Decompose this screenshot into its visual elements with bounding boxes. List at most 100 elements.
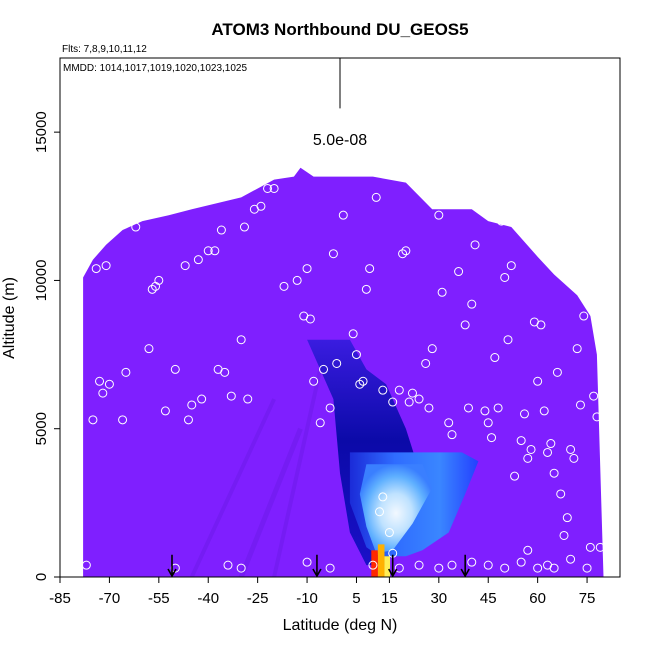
flight-point bbox=[187, 400, 197, 410]
x-tick-label: 30 bbox=[430, 590, 447, 607]
dust-hot-column bbox=[371, 550, 378, 577]
x-tick-label: 45 bbox=[480, 590, 497, 607]
flight-point bbox=[444, 418, 454, 428]
flight-point bbox=[487, 433, 497, 443]
flight-point bbox=[216, 225, 226, 235]
flight-points bbox=[62, 183, 605, 573]
flight-point bbox=[421, 358, 431, 368]
flight-point bbox=[533, 376, 543, 386]
flight-point bbox=[483, 560, 493, 570]
flight-point bbox=[569, 453, 579, 463]
flight-point bbox=[121, 367, 131, 377]
flight-point bbox=[243, 394, 253, 404]
x-tick-label: -25 bbox=[247, 590, 269, 607]
flight-point bbox=[236, 335, 246, 345]
flight-point bbox=[384, 528, 394, 538]
y-tick-label: 10000 bbox=[33, 260, 50, 302]
flight-point bbox=[401, 246, 411, 256]
flight-point bbox=[269, 183, 279, 193]
flight-point bbox=[437, 287, 447, 297]
flight-point bbox=[203, 246, 213, 256]
flight-point bbox=[463, 403, 473, 413]
flight-point bbox=[239, 222, 249, 232]
flight-point bbox=[559, 530, 569, 540]
flight-point bbox=[302, 264, 312, 274]
flight-point bbox=[332, 358, 342, 368]
flight-point bbox=[493, 403, 503, 413]
x-axis-label: Latitude (deg N) bbox=[283, 617, 398, 634]
flight-point bbox=[506, 261, 516, 271]
flight-point bbox=[118, 415, 128, 425]
flight-point bbox=[523, 545, 533, 555]
flight-point bbox=[533, 563, 543, 573]
flight-point bbox=[292, 275, 302, 285]
flight-point bbox=[348, 329, 358, 339]
x-tick-label: 60 bbox=[529, 590, 546, 607]
field-streak bbox=[272, 368, 323, 577]
dust-hot-column bbox=[377, 544, 385, 577]
flight-point bbox=[467, 299, 477, 309]
flight-point bbox=[223, 560, 233, 570]
x-tick-label: -70 bbox=[99, 590, 121, 607]
flight-point bbox=[546, 439, 556, 449]
flight-point bbox=[378, 385, 388, 395]
flight-point bbox=[91, 264, 101, 274]
chart-title: ATOM3 Northbound DU_GEOS5 bbox=[211, 20, 468, 39]
flight-point bbox=[325, 403, 335, 413]
y-axis-label: Altitude (m) bbox=[1, 277, 18, 359]
flight-point bbox=[454, 267, 464, 277]
flight-point bbox=[427, 344, 437, 354]
flight-point bbox=[562, 513, 572, 523]
flight-point bbox=[407, 388, 417, 398]
flight-point bbox=[144, 344, 154, 354]
flight-point bbox=[355, 379, 365, 389]
x-axis: -85 -70 -55 -40 -25 -10 5 15 30 45 60 75 bbox=[49, 577, 595, 607]
flight-point bbox=[81, 560, 91, 570]
flight-point bbox=[490, 353, 500, 363]
flight-point bbox=[351, 350, 361, 360]
x-tick-label: 5 bbox=[352, 590, 360, 607]
flight-point bbox=[575, 400, 585, 410]
flight-point bbox=[552, 367, 562, 377]
flight-point bbox=[358, 376, 368, 386]
flight-point bbox=[309, 376, 319, 386]
field-streak bbox=[238, 427, 303, 577]
flight-point bbox=[460, 320, 470, 330]
field-streak bbox=[189, 398, 276, 577]
flight-point bbox=[95, 376, 105, 386]
flight-point bbox=[519, 409, 529, 419]
flight-point bbox=[328, 249, 338, 259]
flight-point bbox=[394, 563, 404, 573]
x-tick-label: -10 bbox=[296, 590, 318, 607]
flight-point bbox=[467, 557, 477, 567]
scale-label: 5.0e-08 bbox=[313, 132, 367, 149]
flight-point bbox=[170, 364, 180, 374]
flight-point bbox=[595, 542, 605, 552]
flight-point bbox=[414, 394, 424, 404]
flight-point bbox=[585, 542, 595, 552]
flight-point bbox=[424, 403, 434, 413]
flight-point bbox=[536, 320, 546, 330]
flight-point bbox=[556, 489, 566, 499]
flight-point bbox=[371, 192, 381, 202]
flight-point bbox=[305, 314, 315, 324]
flight-point bbox=[361, 284, 371, 294]
flight-point bbox=[500, 272, 510, 282]
flight-point bbox=[394, 385, 404, 395]
y-tick-label: 0 bbox=[33, 573, 50, 581]
flight-point bbox=[147, 284, 157, 294]
flight-point bbox=[549, 468, 559, 478]
flight-point bbox=[180, 261, 190, 271]
flight-point bbox=[279, 281, 289, 291]
flight-point bbox=[319, 364, 329, 374]
x-tick-label: -55 bbox=[148, 590, 170, 607]
flight-point bbox=[510, 471, 520, 481]
dust-core bbox=[359, 464, 433, 554]
latitude-markers bbox=[167, 554, 470, 578]
flight-point bbox=[447, 430, 457, 440]
flights-note: Flts: 7,8,9,10,11,12 bbox=[62, 44, 147, 55]
latitude-marker-head bbox=[312, 568, 322, 578]
flight-point bbox=[579, 311, 589, 321]
flight-point bbox=[516, 557, 526, 567]
